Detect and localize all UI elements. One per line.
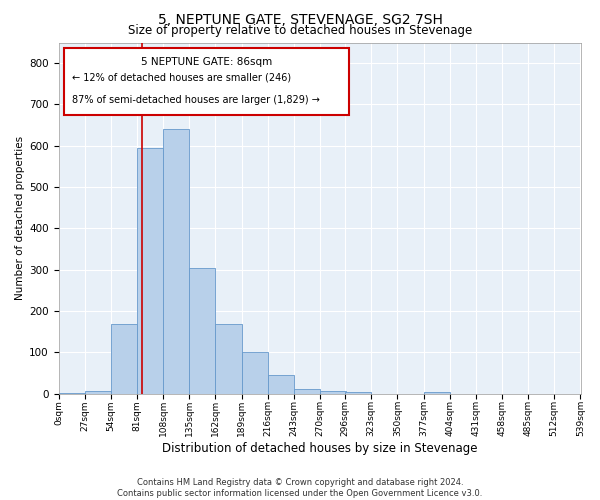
Bar (59, 393, 85, 394)
Bar (268, 375, 294, 394)
Bar (85, 390, 111, 394)
Bar (294, 389, 320, 394)
Bar (242, 352, 268, 394)
Text: Size of property relative to detached houses in Stevenage: Size of property relative to detached ho… (128, 24, 472, 37)
Bar (111, 324, 137, 394)
Bar (345, 392, 371, 394)
Text: 5, NEPTUNE GATE, STEVENAGE, SG2 7SH: 5, NEPTUNE GATE, STEVENAGE, SG2 7SH (158, 12, 442, 26)
Text: ← 12% of detached houses are smaller (246): ← 12% of detached houses are smaller (24… (71, 72, 291, 83)
Bar (320, 390, 346, 394)
Text: 87% of semi-detached houses are larger (1,829) →: 87% of semi-detached houses are larger (… (71, 96, 319, 106)
Text: Contains HM Land Registry data © Crown copyright and database right 2024.
Contai: Contains HM Land Registry data © Crown c… (118, 478, 482, 498)
Y-axis label: Number of detached properties: Number of detached properties (15, 136, 25, 300)
Bar (189, 268, 215, 394)
Bar (215, 324, 242, 394)
Bar (163, 130, 189, 394)
Bar (137, 148, 163, 394)
X-axis label: Distribution of detached houses by size in Stevenage: Distribution of detached houses by size … (162, 442, 478, 455)
Bar (424, 392, 449, 394)
Text: 5 NEPTUNE GATE: 86sqm: 5 NEPTUNE GATE: 86sqm (140, 56, 272, 66)
Bar (64, 48, 349, 114)
